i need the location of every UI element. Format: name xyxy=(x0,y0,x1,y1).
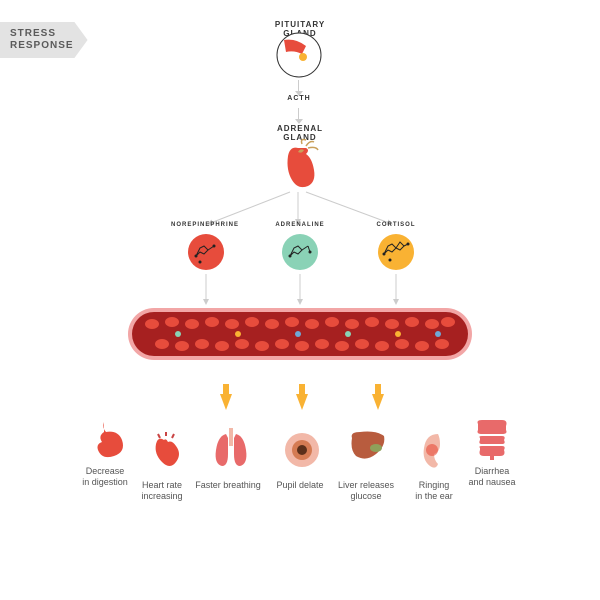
ear-icon xyxy=(416,428,452,472)
effect-0-label: Decreasein digestion xyxy=(74,466,136,488)
yellow-arrow-1 xyxy=(296,394,308,410)
hormone-1-label: ADRENALINE xyxy=(268,222,332,228)
blood-vessel xyxy=(128,308,472,360)
yellow-arrow-0 xyxy=(220,394,232,410)
effect-6-label: Diarrheaand nausea xyxy=(460,466,524,488)
effect-5-label: Ringingin the ear xyxy=(406,480,462,502)
yellow-arrow-2 xyxy=(372,394,384,410)
stomach-icon xyxy=(88,418,130,462)
hormone-0-label: NOREPINEPHRINE xyxy=(162,222,248,228)
lungs-icon xyxy=(208,424,254,472)
liver-icon xyxy=(346,426,390,466)
hormone-2-label: CORTISOL xyxy=(366,222,426,228)
effect-2-label: Faster breathing xyxy=(188,480,268,491)
diag-arrows xyxy=(0,0,600,600)
heart-icon xyxy=(146,432,186,474)
effect-3-label: Pupil delate xyxy=(270,480,330,491)
effect-1-label: Heart rateincreasing xyxy=(134,480,190,502)
effect-4-label: Liver releasesglucose xyxy=(330,480,402,502)
hormone-2-icon xyxy=(376,232,416,272)
eye-icon xyxy=(282,430,322,470)
hormone-1-icon xyxy=(280,232,320,272)
intestine-icon xyxy=(470,416,514,464)
hormone-0-icon xyxy=(186,232,226,272)
